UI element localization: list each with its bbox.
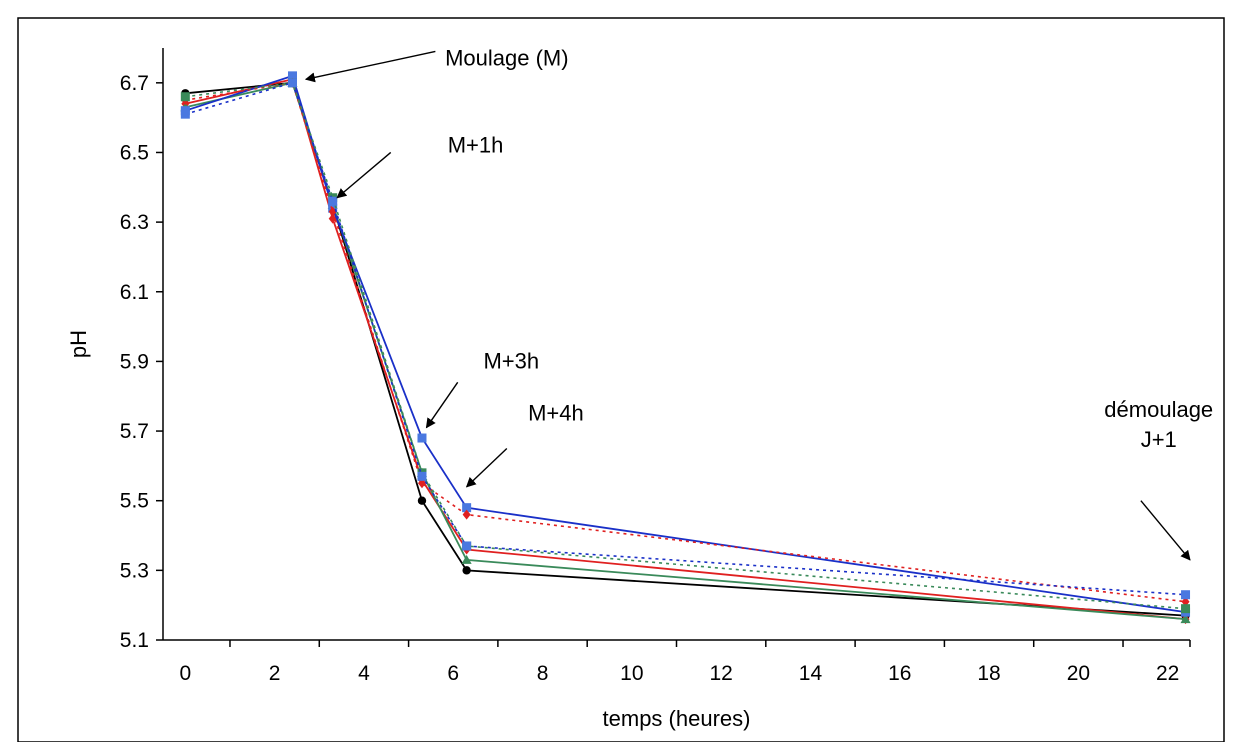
annotation-arrow [304, 50, 436, 83]
data-point [328, 213, 337, 224]
annotation-arrow [1140, 500, 1191, 561]
x-tick-label: 16 [888, 662, 911, 685]
annotation-label: Moulage (M) [445, 45, 568, 70]
data-point [461, 554, 472, 564]
y-tick-label: 5.9 [120, 350, 149, 373]
annotation-arrow [336, 151, 392, 199]
data-point [287, 71, 297, 81]
y-tick-label: 6.5 [120, 141, 149, 164]
x-tick-label: 10 [620, 662, 643, 685]
annotation-label: M+4h [528, 401, 584, 426]
data-point [462, 503, 472, 513]
data-point [1181, 590, 1191, 600]
annotations: Moulage (M) M+1h M+3h M+4h démoulage J+1 [304, 45, 1213, 561]
data-point [328, 196, 338, 206]
annotation-label: M+1h [448, 132, 504, 157]
x-tick-label: 14 [799, 662, 823, 685]
series-line [185, 81, 1186, 596]
axis-labels: temps (heures) pH [66, 330, 750, 731]
data-point [328, 206, 337, 217]
data-point [1180, 614, 1191, 624]
x-tick-label: 12 [709, 662, 732, 685]
data-point [417, 496, 427, 505]
data-point [180, 109, 190, 119]
y-axis-label: pH [66, 330, 91, 358]
x-tick-label: 0 [179, 662, 191, 685]
annotation-label: M+3h [483, 348, 539, 373]
series-line [185, 81, 1186, 620]
series-line [185, 81, 1186, 603]
x-tick-label: 20 [1067, 662, 1090, 685]
data-point [287, 78, 297, 88]
x-axis-label: temps (heures) [603, 706, 751, 731]
annotation-3: M+3h [425, 348, 539, 429]
series-line [185, 81, 1186, 617]
y-tick-label: 5.7 [120, 420, 149, 443]
annotation-label: démoulage [1104, 397, 1213, 422]
x-tick-label: 2 [269, 662, 281, 685]
annotation-4: M+4h [465, 401, 584, 488]
data-point [180, 92, 190, 102]
annotation-arrow [425, 381, 459, 429]
data-point [417, 433, 427, 443]
y-tick-label: 5.1 [120, 629, 149, 652]
data-point [462, 566, 471, 575]
series-7 [180, 78, 1191, 600]
x-tick-label: 4 [358, 662, 370, 685]
annotation-5: démoulage J+1 [1104, 397, 1213, 561]
series-group [180, 71, 1191, 625]
x-tick-label: 6 [447, 662, 459, 685]
x-tick-label: 22 [1156, 662, 1179, 685]
chart-frame [17, 17, 1225, 742]
y-tick-label: 5.5 [120, 490, 149, 513]
axes: 5.1 5.3 5.5 5.7 5.9 6.1 6.3 6.5 6.7 0 2 4 6 8 10 12 14 16… [120, 48, 1191, 685]
data-point [462, 509, 471, 520]
annotation-label: J+1 [1141, 427, 1177, 452]
y-tick-label: 6.7 [120, 72, 149, 95]
annotation-arrow [465, 447, 508, 488]
data-point [417, 471, 427, 481]
series-line [185, 74, 1186, 613]
y-tick-label: 6.3 [120, 211, 149, 234]
data-point [462, 541, 472, 551]
annotation-1: Moulage (M) [304, 45, 569, 83]
y-tick-label: 6.1 [120, 281, 149, 304]
y-tick-label: 5.3 [120, 559, 149, 582]
x-tick-label: 8 [537, 662, 549, 685]
series-line [185, 78, 1186, 620]
annotation-2: M+1h [336, 132, 504, 199]
data-point [1181, 604, 1191, 614]
x-tick-label: 18 [977, 662, 1000, 685]
